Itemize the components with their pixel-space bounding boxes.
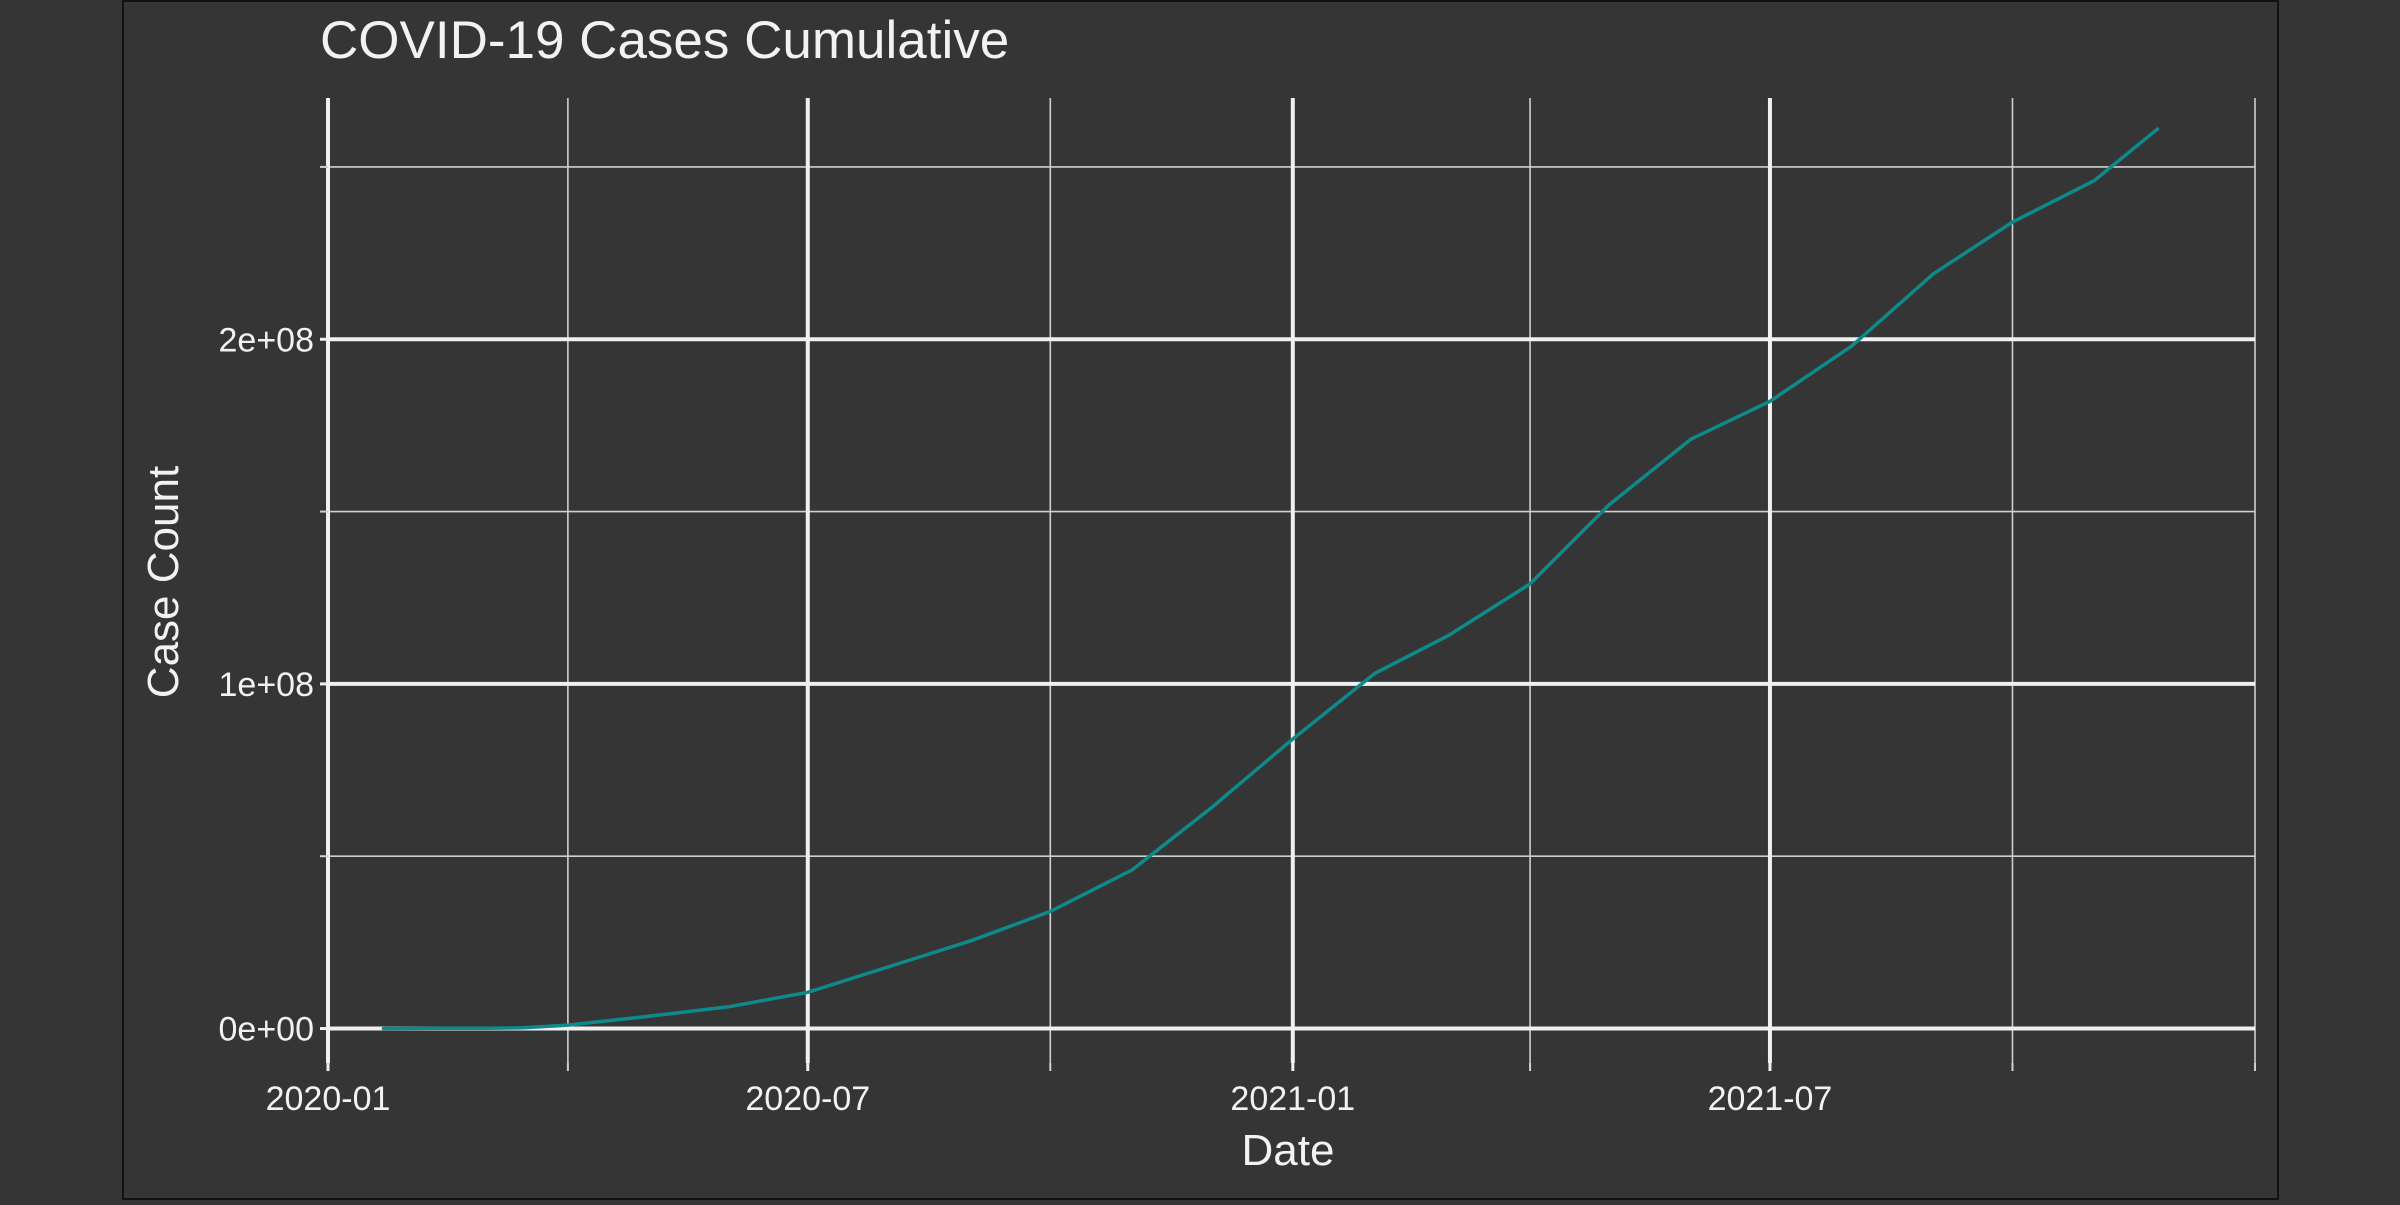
grid-layer	[326, 98, 2256, 1063]
x-axis-label: Date	[1242, 1126, 1335, 1175]
y-tick-label: 0e+00	[219, 1011, 315, 1049]
x-tick-label: 2021-07	[1708, 1080, 1833, 1118]
axis-layer: 0e+00 1e+08 2e+08 2020-01 2020-07 2021-01 2021…	[219, 165, 2256, 1118]
series-layer	[381, 127, 2160, 1031]
y-axis-label: Case Count	[139, 466, 188, 698]
plot-frame	[122, 0, 2279, 1200]
x-tick-label: 2020-01	[266, 1080, 391, 1118]
y-tick-label: 2e+08	[219, 321, 315, 359]
x-tick-label: 2020-07	[745, 1080, 870, 1118]
series-line	[381, 127, 2160, 1031]
x-tick-label: 2021-01	[1230, 1080, 1355, 1118]
chart-title: COVID-19 Cases Cumulative	[320, 11, 1009, 70]
y-tick-label: 1e+08	[219, 666, 315, 704]
